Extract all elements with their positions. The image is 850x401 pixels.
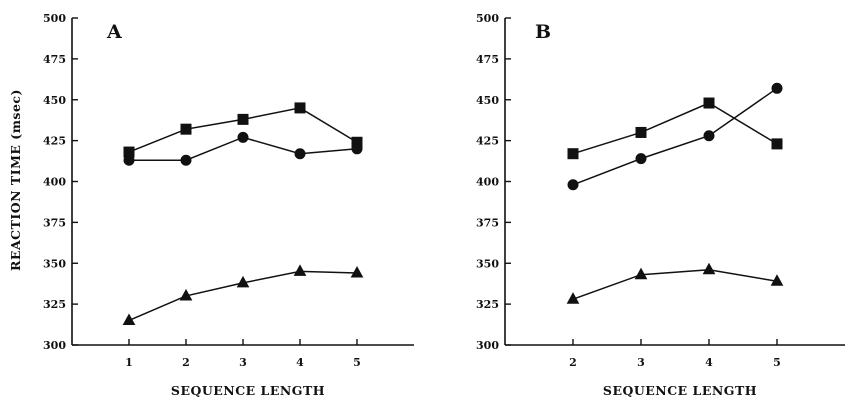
- panel-b-y-tick-label: 350: [476, 257, 499, 270]
- panel-b-y-tick-label: 375: [476, 216, 499, 229]
- panel-a-triangle-point: [350, 266, 364, 278]
- panel-a-y-tick-label: 325: [43, 298, 66, 311]
- panel-a-y-tick-label: 300: [43, 339, 66, 352]
- panel-b-y-tick-label: 325: [476, 298, 499, 311]
- panel-b-x-axis-title: SEQUENCE LENGTH: [603, 383, 757, 398]
- panel-b-y-tick-label: 300: [476, 339, 499, 352]
- panel-a-triangle-point: [122, 313, 136, 325]
- panel-b-square-point: [635, 126, 647, 138]
- panel-a-x-tick-label: 3: [239, 356, 247, 369]
- panel-a-y-tick-label: 425: [43, 135, 66, 148]
- panel-b-triangle-point: [634, 267, 648, 280]
- panel-a-triangle-point: [293, 264, 307, 276]
- panel-b-triangle-point: [566, 292, 580, 304]
- panel-b-x-tick-label: 2: [569, 356, 577, 369]
- panel-b-x-tick-label: 5: [773, 356, 781, 369]
- panel-b-triangle-point: [770, 274, 784, 286]
- panel-a-y-tick-label: 500: [43, 12, 66, 25]
- panel-a-square-point: [294, 102, 306, 114]
- panel-a-circle-point: [180, 154, 192, 166]
- panel-a-circle-point: [237, 131, 249, 143]
- panel-b: B SEQUENCE LENGTH 3003253503754004254504…: [476, 12, 845, 398]
- panel-a-x-axis-title: SEQUENCE LENGTH: [171, 383, 325, 398]
- panel-a-triangle-point: [236, 275, 250, 288]
- panel-a-square-point: [180, 123, 192, 135]
- panel-a-triangle-point: [179, 288, 193, 301]
- panel-b-triangle-series-line: [572, 269, 778, 300]
- panel-a-y-tick-label: 475: [43, 53, 66, 66]
- panel-b-triangle-point: [702, 262, 716, 275]
- panel-b-circle-point: [771, 82, 783, 94]
- panel-a-y-tick-label: 350: [43, 257, 66, 270]
- panel-a-x-tick-label: 2: [182, 356, 190, 369]
- panel-b-y-tick-label: 400: [476, 176, 499, 189]
- panel-a-square-point: [237, 113, 249, 125]
- panel-b-x-tick-label: 4: [705, 356, 713, 369]
- panel-b-circle-series-line: [572, 87, 778, 186]
- panel-b-x-tick-label: 3: [637, 356, 645, 369]
- panel-a-x-tick-label: 5: [353, 356, 361, 369]
- panel-a-y-tick-label: 400: [43, 176, 66, 189]
- panel-a: A SEQUENCE LENGTH 3003253503754004254504…: [43, 12, 414, 398]
- panel-b-circle-point: [703, 130, 715, 142]
- panel-b-square-series-line: [572, 102, 778, 155]
- panel-a-letter: A: [106, 21, 122, 43]
- panel-b-y-tick-label: 450: [476, 94, 499, 107]
- panel-b-circle-point: [635, 153, 647, 165]
- panel-a-circle-point: [123, 154, 135, 166]
- panel-a-x-tick-label: 4: [296, 356, 304, 369]
- panel-a-circle-point: [351, 143, 363, 155]
- panel-b-y-tick-label: 475: [476, 53, 499, 66]
- panel-b-square-point: [567, 148, 579, 160]
- panel-b-letter: B: [535, 21, 551, 43]
- panel-a-x-tick-label: 1: [125, 356, 133, 369]
- panel-b-square-point: [703, 97, 715, 109]
- y-axis-title: REACTION TIME (msec): [8, 89, 23, 271]
- panel-a-y-tick-label: 450: [43, 94, 66, 107]
- panel-b-y-tick-label: 425: [476, 135, 499, 148]
- panel-b-circle-point: [567, 179, 579, 191]
- panel-b-y-tick-label: 500: [476, 12, 499, 25]
- panel-b-square-point: [771, 138, 783, 150]
- panel-a-y-tick-label: 375: [43, 216, 66, 229]
- panel-a-circle-point: [294, 148, 306, 160]
